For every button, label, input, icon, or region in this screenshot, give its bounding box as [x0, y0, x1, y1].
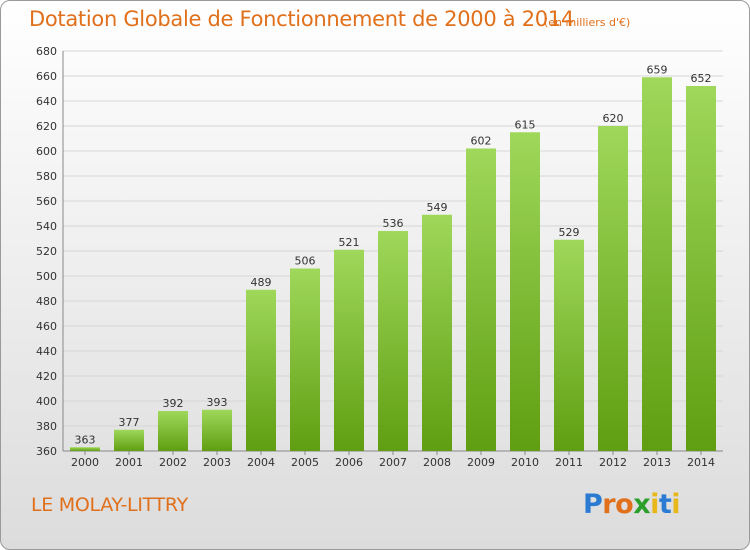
- x-axis: 2000 2001 2002 2003 2004 2005 2006 2007 2008 2009…: [71, 451, 715, 469]
- y-tick-label: 600: [36, 145, 57, 158]
- logo-letter: x: [633, 489, 651, 520]
- bar: [554, 239, 584, 451]
- x-tick-label: 2000: [71, 456, 99, 469]
- bar-value-label: 392: [163, 397, 184, 410]
- bar: [686, 86, 716, 451]
- x-tick-label: 2010: [511, 456, 539, 469]
- bar: [466, 148, 496, 451]
- y-tick-label: 500: [36, 270, 57, 283]
- bar: [642, 77, 672, 451]
- bar-value-label: 393: [207, 396, 228, 409]
- y-tick-label: 400: [36, 395, 57, 408]
- x-tick-label: 2013: [643, 456, 671, 469]
- x-tick-label: 2007: [379, 456, 407, 469]
- logo-letter: t: [658, 489, 672, 520]
- bar-value-label: 549: [427, 201, 448, 214]
- x-tick-label: 2001: [115, 456, 143, 469]
- bar-value-label: 602: [471, 135, 492, 148]
- y-tick-label: 580: [36, 170, 57, 183]
- y-tick-label: 420: [36, 370, 57, 383]
- chart-subtitle: (en milliers d'€): [544, 16, 631, 29]
- logo-letter: i: [671, 489, 681, 520]
- y-tick-label: 540: [36, 220, 57, 233]
- bar: [114, 429, 144, 451]
- bar-value-label: 529: [559, 226, 580, 239]
- bar-value-label: 620: [603, 112, 624, 125]
- bar: [510, 132, 540, 451]
- logo-letter: o: [615, 489, 634, 520]
- bar-value-label: 652: [691, 72, 712, 85]
- y-tick-label: 480: [36, 295, 57, 308]
- bar-value-label: 615: [515, 118, 536, 131]
- bar: [70, 447, 100, 451]
- x-tick-label: 2005: [291, 456, 319, 469]
- y-tick-label: 520: [36, 245, 57, 258]
- bar: [334, 249, 364, 451]
- x-tick-label: 2012: [599, 456, 627, 469]
- y-tick-label: 460: [36, 320, 57, 333]
- logo-letter: P: [583, 489, 603, 520]
- bar: [158, 411, 188, 451]
- x-tick-label: 2011: [555, 456, 583, 469]
- logo-letter: i: [650, 489, 659, 520]
- x-tick-label: 2006: [335, 456, 363, 469]
- y-tick-label: 440: [36, 345, 57, 358]
- bar: [422, 214, 452, 451]
- bar: [246, 289, 276, 451]
- bar-value-label: 363: [75, 433, 96, 446]
- bar-value-label: 506: [295, 255, 316, 268]
- y-tick-label: 640: [36, 95, 57, 108]
- y-tick-label: 680: [36, 45, 57, 58]
- bar: [202, 409, 232, 451]
- bar: [378, 231, 408, 451]
- x-tick-label: 2003: [203, 456, 231, 469]
- proxiti-logo: Proxiti: [583, 489, 681, 520]
- y-tick-label: 380: [36, 420, 57, 433]
- y-tick-label: 560: [36, 195, 57, 208]
- bar-value-label: 521: [339, 236, 360, 249]
- logo-letter: r: [602, 489, 616, 520]
- x-tick-label: 2002: [159, 456, 187, 469]
- y-axis: 360 380 400 420 440 460 480 500 520 540 560 580 600 6…: [36, 45, 57, 458]
- x-tick-label: 2014: [687, 456, 715, 469]
- bar: [290, 268, 320, 451]
- bar-value-label: 489: [251, 276, 272, 289]
- x-tick-label: 2008: [423, 456, 451, 469]
- bars: 363 377 392 393 489 506 521 536 549 602 615 529 620 6…: [70, 63, 716, 451]
- x-tick-label: 2004: [247, 456, 275, 469]
- x-tick-label: 2009: [467, 456, 495, 469]
- chart-title: Dotation Globale de Fonctionnement de 20…: [29, 7, 574, 31]
- commune-name: LE MOLAY-LITTRY: [31, 494, 188, 516]
- bar: [598, 126, 628, 451]
- bar-value-label: 659: [647, 63, 668, 76]
- y-tick-label: 360: [36, 445, 57, 458]
- y-tick-label: 660: [36, 70, 57, 83]
- bar-value-label: 536: [383, 217, 404, 230]
- bar-value-label: 377: [119, 416, 140, 429]
- y-tick-label: 620: [36, 120, 57, 133]
